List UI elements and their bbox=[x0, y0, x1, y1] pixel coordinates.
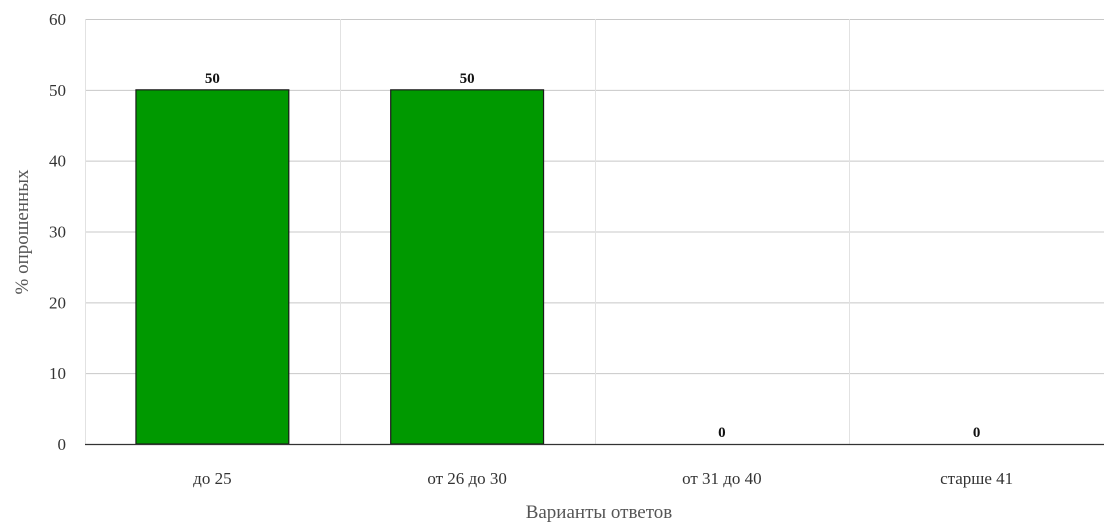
x-tick-label: от 31 до 40 bbox=[682, 469, 762, 488]
data-label: 50 bbox=[205, 71, 220, 87]
data-label: 0 bbox=[973, 425, 981, 441]
label-layer: 50 50 0 0 bbox=[205, 71, 981, 441]
x-axis-title: Варианты ответов bbox=[526, 502, 673, 523]
x-tick-label: старше 41 bbox=[940, 469, 1013, 488]
tick-layer: 0 10 20 30 40 50 60 до 25 от 26 до 30 от 31 до 40… bbox=[49, 10, 1104, 488]
bar bbox=[390, 89, 545, 445]
bar-layer bbox=[135, 89, 545, 445]
data-label: 0 bbox=[718, 425, 726, 441]
x-tick-label: до 25 bbox=[193, 469, 231, 488]
y-tick-label: 40 bbox=[49, 152, 66, 171]
y-tick-label: 0 bbox=[58, 435, 67, 454]
y-tick-label: 60 bbox=[49, 10, 66, 29]
bar bbox=[135, 89, 290, 445]
y-tick-label: 30 bbox=[49, 223, 66, 242]
y-tick-label: 20 bbox=[49, 293, 66, 312]
y-tick-label: 10 bbox=[49, 364, 66, 383]
data-label: 50 bbox=[460, 71, 475, 87]
y-tick-label: 50 bbox=[49, 81, 66, 100]
x-tick-label: от 26 до 30 bbox=[427, 469, 507, 488]
y-axis-title: % опрошенных bbox=[12, 169, 33, 294]
